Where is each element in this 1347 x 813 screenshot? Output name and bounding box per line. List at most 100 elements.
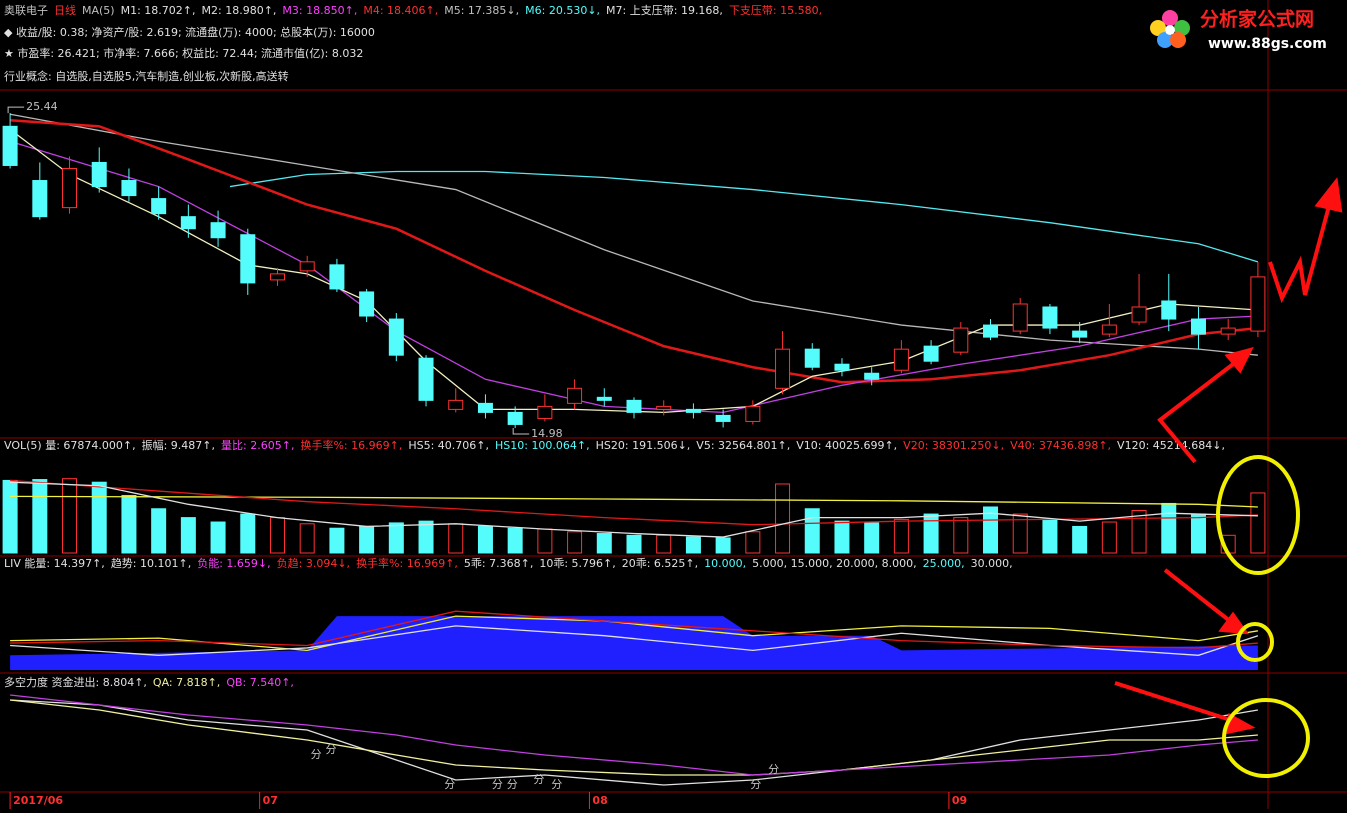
signal-label: 分 (507, 778, 518, 791)
volume-bar (240, 513, 256, 554)
indicator-value: 10乖: 5.796↑, (539, 557, 615, 570)
extreme-pointer (512, 428, 530, 435)
energy-area (10, 616, 1258, 670)
candle-body (507, 411, 523, 425)
indicator-line: LIV 能量: 14.397↑, 趋势: 10.101↑, 负能: 1.659↓, 负… (4, 556, 1013, 570)
indicator-line: ★ 市盈率: 26.421; 市净率: 7.666; 权益比: 72.44; 流… (4, 46, 363, 60)
indicator-value: 日线 (54, 3, 76, 17)
volume-bar (32, 479, 48, 554)
candle-body (448, 399, 464, 410)
extreme-label: 25.44 (26, 100, 58, 113)
indicator-value: 换手率%: 16.969↑, (356, 556, 458, 570)
volume-bar (983, 506, 999, 554)
signal-label: 分 (551, 778, 562, 791)
indicator-value: 量比: 2.605↑, (221, 439, 294, 452)
indicator-value: 趋势: 10.101↑, (111, 557, 191, 570)
candle-body (626, 399, 642, 413)
volume-bar (864, 522, 880, 554)
yellow-highlights (1216, 455, 1310, 778)
volume-bar (1161, 502, 1177, 554)
indicator-value: M4: 18.406↑, (363, 4, 438, 17)
candle-body (1161, 300, 1177, 320)
candle-body (240, 234, 256, 284)
candle-body (953, 327, 969, 353)
candle-body (91, 161, 107, 188)
indicator-value: MA(5) (82, 4, 115, 17)
volume-bar (299, 523, 315, 554)
volume-bar (418, 520, 434, 554)
volume-bar (477, 525, 493, 554)
volume-bar (1190, 513, 1206, 554)
ma-line (10, 694, 1258, 776)
indicator-value: 奥联电子 (4, 3, 48, 17)
candle-body (864, 372, 880, 380)
signal-label: 分 (311, 748, 322, 761)
date-label: 09 (952, 794, 967, 807)
candle-body (1012, 303, 1028, 332)
candle-body (745, 405, 761, 422)
volume-bar (1072, 525, 1088, 554)
candle-body (1220, 327, 1236, 335)
volume-bar (834, 520, 850, 554)
volume-bar (775, 483, 791, 554)
volume-bar (91, 481, 107, 554)
indicator-value: 换手率%: 16.969↑, (300, 438, 402, 452)
indicator-value: HS20: 191.506↓, (596, 439, 691, 452)
candle-body (1101, 324, 1117, 335)
candle-body (62, 167, 78, 209)
candle-body (715, 414, 731, 422)
indicator-value: V5: 32564.801↑, (696, 439, 790, 452)
candle-body (1250, 276, 1266, 332)
logo-url: www.88gs.com (1208, 36, 1327, 52)
candle-body (329, 264, 345, 290)
indicator-line: 行业概念: 自选股,自选股5,汽车制造,创业板,次新股,高送转 (4, 69, 289, 83)
indicator-value: M6: 20.530↓, (525, 4, 600, 17)
indicator-value: 下支压带: 15.580, (729, 4, 822, 17)
candle-body (2, 125, 18, 166)
indicator-value: 振幅: 9.487↑, (142, 438, 215, 452)
indicator-line: 多空力度 资金进出: 8.804↑, QA: 7.818↑, QB: 7.540↑, (4, 675, 294, 689)
candle-body (210, 222, 226, 239)
indicator-value: V40: 37436.898↑, (1010, 439, 1111, 452)
indicator-value: M2: 18.980↑, (202, 4, 277, 17)
candle-body (893, 348, 909, 371)
volume-bar (685, 536, 701, 554)
volume-bar (1042, 518, 1058, 554)
ma-line (10, 699, 1259, 786)
indicator-value: HS10: 100.064↑, (495, 439, 590, 452)
indicator-line: 奥联电子 日线 MA(5) M1: 18.702↑, M2: 18.980↑, M3: 1… (4, 3, 822, 17)
ma-line (9, 113, 1258, 356)
volume-bar (656, 534, 672, 554)
volume-bar (180, 517, 196, 554)
indicator-value: 行业概念: 自选股,自选股5,汽车制造,创业板,次新股,高送转 (4, 69, 289, 83)
date-label: 07 (263, 794, 278, 807)
date-label: 08 (592, 794, 607, 807)
volume-bar (715, 537, 731, 554)
volume-bar (923, 513, 939, 554)
volume-bar (596, 533, 612, 554)
indicator-value: M5: 17.385↓, (444, 4, 519, 17)
volume-bar (804, 508, 820, 554)
indicator-value: V120: 45214.684↓, (1117, 439, 1225, 452)
ma-line (10, 481, 1258, 538)
volume-bar (745, 531, 761, 554)
logo-name: 分析家公式网 (1200, 8, 1314, 31)
indicator-value: V20: 38301.250↓, (903, 439, 1004, 452)
indicator-value: 30.000, (971, 557, 1013, 570)
candle-body (1131, 306, 1147, 323)
candle-body (685, 408, 701, 413)
indicator-value: QB: 7.540↑, (226, 676, 294, 689)
indicator-value: LIV 能量: 14.397↑, (4, 556, 105, 570)
volume-bar (121, 494, 137, 554)
volume-bar (893, 518, 909, 554)
candle-body (567, 387, 583, 404)
volume-bar (537, 528, 553, 554)
indicator-value: QA: 7.818↑, (153, 676, 220, 689)
indicator-value: VOL(5) 量: 67874.000↑, (4, 439, 136, 452)
volume-bar (1131, 510, 1147, 554)
volume-bar (151, 508, 167, 554)
indicator-value: 25.000, (923, 557, 965, 570)
